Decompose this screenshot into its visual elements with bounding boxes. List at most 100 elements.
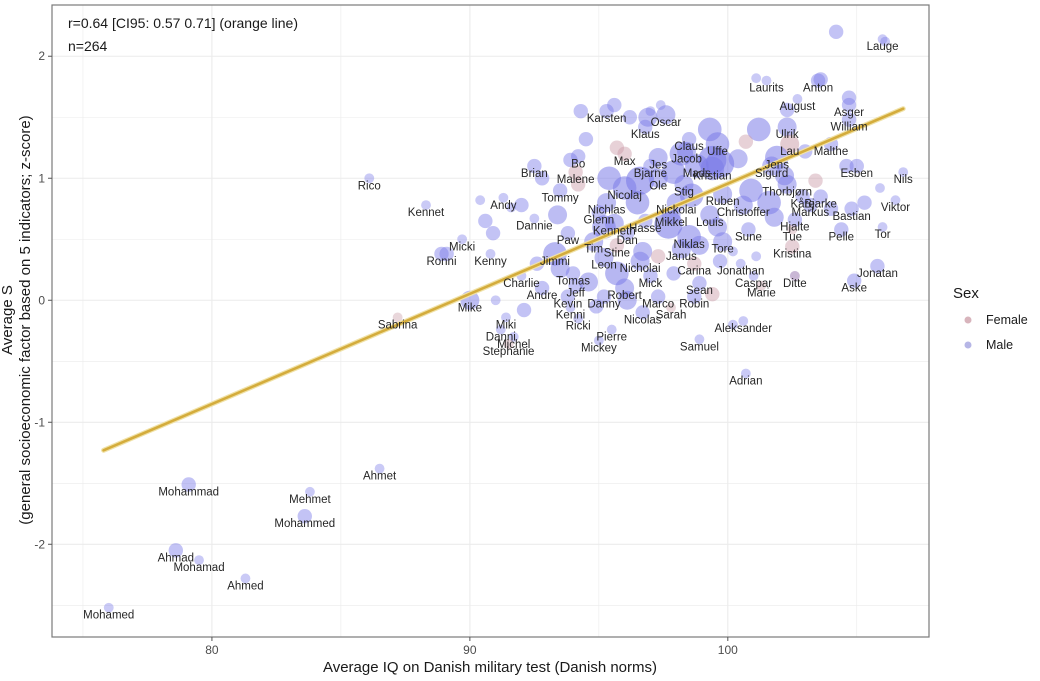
point-label-marie: Marie [747, 288, 776, 300]
data-point-samuel [694, 334, 705, 345]
data-point-ronni [434, 246, 449, 262]
point-label-klaus: Klaus [631, 129, 660, 141]
data-point-kristina [785, 239, 800, 254]
point-label-nicholai: Nicholai [620, 263, 661, 275]
point-label-mike: Mike [458, 302, 482, 314]
legend-item-male[interactable]: Male [964, 338, 1014, 352]
x-axis-title: Average IQ on Danish military test (Dani… [323, 659, 657, 676]
point-label-adrian: Adrian [729, 375, 762, 387]
point-label-jacob: Jacob [671, 153, 702, 165]
legend-item-female[interactable]: Female [964, 313, 1028, 327]
point-label-christoffer: Christoffer [717, 207, 770, 219]
point-label-claus: Claus [674, 141, 704, 153]
data-point-pelle [834, 222, 849, 237]
data-point [645, 106, 656, 117]
point-label-kenneth: Kenneth [593, 225, 636, 237]
data-point-rico [364, 173, 375, 184]
data-point-ditte [789, 270, 800, 281]
x-tick-label: 80 [205, 643, 219, 657]
data-point-mehmet [305, 486, 315, 497]
data-point-stine [609, 238, 625, 253]
point-label-bastian: Bastian [832, 211, 870, 223]
point-label-jonatan: Jonatan [857, 268, 898, 280]
data-point [746, 117, 771, 142]
fit-line [102, 107, 905, 452]
data-point [728, 149, 748, 169]
data-point-kevin [560, 289, 576, 304]
data-point [573, 103, 588, 119]
point-label-kevin: Kevin [553, 299, 582, 311]
point-label-louis: Louis [696, 217, 724, 229]
point-label-malene: Malene [557, 174, 595, 186]
annotation-n: n=264 [68, 38, 108, 54]
data-point-bjarke [813, 189, 828, 204]
point-label-lauge: Lauge [867, 41, 899, 53]
point-label-miki: Miki [496, 319, 516, 331]
data-point-mohamed [103, 602, 114, 613]
point-label-bjarke: Bjarke [804, 199, 837, 211]
point-label-uffe: Uffe [707, 146, 728, 158]
point-label-karsten: Karsten [587, 113, 627, 125]
point-label-ricki: Ricki [566, 321, 591, 333]
data-point-jonatan [870, 258, 885, 274]
point-label-anton: Anton [803, 83, 833, 95]
data-point-robert [615, 278, 635, 298]
data-point-marco [650, 289, 666, 304]
legend-title: Sex [953, 285, 979, 302]
data-point-nicholai [630, 251, 650, 271]
data-point-max [617, 146, 632, 162]
y-axis-title-line2: (general socioeconomic factor based on 5… [17, 115, 34, 524]
data-point [578, 132, 594, 147]
point-label-malthe: Malthe [814, 146, 849, 158]
data-point-ricki [573, 313, 584, 324]
data-point-kenni [565, 302, 576, 313]
data-point-sean [692, 275, 707, 291]
point-label-mikkel: Mikkel [655, 217, 688, 229]
data-point-anton [810, 73, 826, 88]
data-point-micki [457, 234, 468, 245]
data-point-uffe [705, 132, 730, 156]
point-label-jes: Jes [649, 160, 667, 172]
data-point-christoffer [733, 195, 753, 215]
data-point-robin [687, 289, 702, 304]
point-label-dannie: Dannie [516, 221, 552, 233]
data-point-tommy [552, 183, 568, 198]
point-label-tor: Tor [875, 229, 891, 241]
point-label-laurits: Laurits [749, 83, 784, 95]
data-point-esben [849, 158, 864, 174]
data-point-nichlas [597, 193, 617, 213]
point-label-jonathan: Jonathan [717, 266, 764, 278]
data-point-ulrik [777, 117, 797, 137]
x-tick-label: 100 [718, 643, 738, 657]
point-label-tomas: Tomas [556, 275, 590, 287]
point-label-ahmed: Ahmed [227, 580, 263, 592]
x-tick-label: 90 [463, 643, 477, 657]
data-point-tor [877, 222, 888, 232]
data-point-pierre [606, 324, 617, 335]
point-label-asger: Asger [834, 107, 864, 119]
axes: 80 90 100 2 1 0 -1 -2 [34, 49, 738, 657]
data-point-kennet [421, 200, 431, 210]
data-point-aleksander [738, 316, 749, 326]
data-point-dannie [529, 213, 540, 224]
point-label-ruben: Ruben [706, 196, 740, 208]
data-point [579, 272, 599, 292]
data-point [764, 207, 784, 227]
point-label-charlie: Charlie [503, 278, 539, 290]
data-point-ole [648, 168, 668, 188]
point-label-marco: Marco [642, 299, 674, 311]
data-point-nicolaj [612, 176, 637, 200]
data-point [638, 107, 658, 127]
point-label-nils: Nils [894, 174, 913, 186]
y-tick-label: 2 [38, 49, 45, 63]
data-point-oscar [656, 105, 676, 125]
data-point-bastian [844, 201, 859, 216]
point-label-danny: Danny [587, 299, 620, 311]
data-point-marie [756, 280, 767, 291]
data-point-karsten [599, 103, 614, 119]
point-label-sigurd: Sigurd [755, 168, 788, 180]
data-point-tomas [565, 266, 581, 281]
data-point [875, 183, 885, 193]
